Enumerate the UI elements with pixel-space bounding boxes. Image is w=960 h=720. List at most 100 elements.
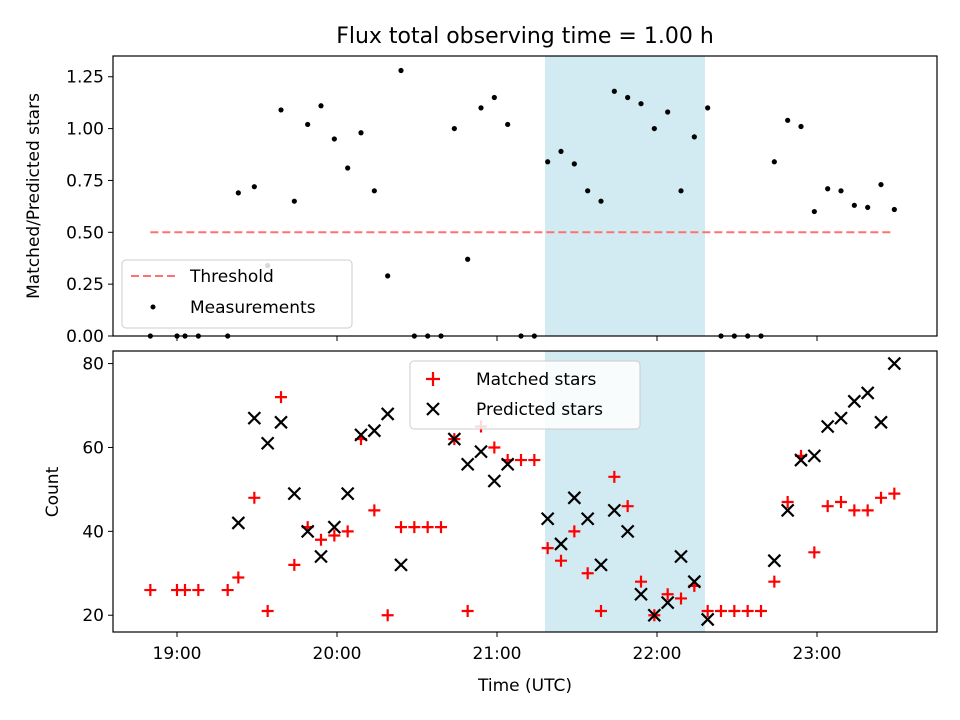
predicted-star-point [580,511,595,526]
xtick-label: 19:00 [153,644,202,664]
legend-threshold-label: Threshold [189,267,274,287]
measurement-point [798,123,804,130]
predicted-star-point [860,386,875,400]
matched-star-point [715,605,727,618]
bottom-legend: Matched stars Predicted stars [409,360,641,430]
matched-star-point [328,529,341,542]
predicted-star-point [287,486,302,501]
measurement-point [465,256,471,262]
matched-star-point [621,500,634,513]
measurement-point [305,121,311,128]
matched-star-point [808,546,821,559]
measurement-point [235,190,241,196]
matched-star-point [232,571,245,584]
predicted-star-point [620,524,635,539]
predicted-star-point [834,411,848,425]
measurement-point [825,186,831,192]
predicted-star-point [887,356,902,371]
predicted-star-point [594,558,608,572]
measurement-point [318,103,324,109]
predicted-star-point [634,587,648,602]
xtick-label: 20:00 [313,644,362,664]
predicted-star-point [447,432,462,446]
measurement-point [851,202,857,208]
legend-measurement-swatch [150,304,156,310]
predicted-star-point [847,394,862,409]
top-highlight-span [545,56,705,336]
predicted-star-point [474,444,488,459]
chart-title: Flux total observing time = 1.00 h [336,24,714,49]
measurement-point [385,273,391,279]
top-ylabel: Matched/Predicted stars [24,93,44,299]
top-ytick-label: 0.50 [66,223,104,243]
predicted-star-point [380,407,395,421]
measurement-point [665,109,671,115]
matched-star-point [755,605,767,618]
predicted-star-point [674,549,688,564]
predicted-star-point [807,449,822,463]
predicted-star-point [460,457,475,472]
measurement-point [785,117,791,123]
measurement-point [558,148,564,155]
predicted-star-point [540,511,555,526]
matched-star-point [179,584,191,597]
matched-star-point [288,558,301,571]
matched-star-point [341,525,354,538]
top-panel: 0.00 0.25 0.50 0.75 1.00 1.25 Matched/Predict… [24,55,938,347]
bottom-ytick-label: 60 [82,438,104,458]
measurement-point [865,204,871,211]
predicted-star-point [500,457,515,472]
bottom-ytick-label: 80 [82,355,104,375]
matched-star-point [555,554,567,567]
xtick-label: 21:00 [473,644,522,664]
predicted-star-point [780,503,795,518]
matched-star-point [741,605,754,618]
measurement-point [278,107,284,113]
matched-star-point [861,504,874,517]
matched-star-point [421,521,434,534]
predicted-star-point [340,486,355,501]
matched-star-point [275,391,287,404]
measurement-point [251,184,257,190]
top-legend: Threshold Measurements [121,259,353,329]
measurement-point [478,105,484,111]
predicted-star-point [687,574,702,589]
measurement-point [505,121,511,128]
bottom-legend-box [409,360,641,430]
matched-star-point [144,584,157,597]
matched-star-point [768,575,781,588]
legend-matched-swatch [426,372,440,386]
measurement-point [625,94,631,101]
measurement-point [611,88,617,94]
predicted-star-point [354,428,368,442]
bottom-axes-frame [112,350,938,633]
predicted-star-point [767,553,782,568]
measurement-point [678,188,684,194]
matched-star-point [381,609,394,622]
matched-star-point [261,605,274,618]
legend-predicted-swatch [426,402,440,416]
matched-star-point [395,521,407,534]
xtick-label: 22:00 [633,644,682,664]
predicted-star-point [700,612,715,627]
bottom-ylabel: Count [43,466,63,517]
top-axes-frame [112,55,938,337]
predicted-star-point [607,503,622,518]
matched-star-point [248,491,261,504]
matched-star-point [661,588,674,601]
top-ytick-label: 1.00 [66,120,104,140]
matched-star-point [835,495,847,508]
top-ytick-label: 0.25 [66,275,104,295]
matched-star-point [368,504,381,517]
predicted-star-point [300,524,315,539]
measurement-point [811,208,817,215]
top-ytick-label: 0.75 [66,171,104,191]
matched-star-point [408,521,421,534]
measurement-point [358,130,364,136]
matched-star-point [541,542,554,555]
predicted-star-point [487,474,502,488]
matched-star-point [848,504,861,517]
predicted-star-point [247,411,262,425]
matched-star-point [528,454,541,467]
